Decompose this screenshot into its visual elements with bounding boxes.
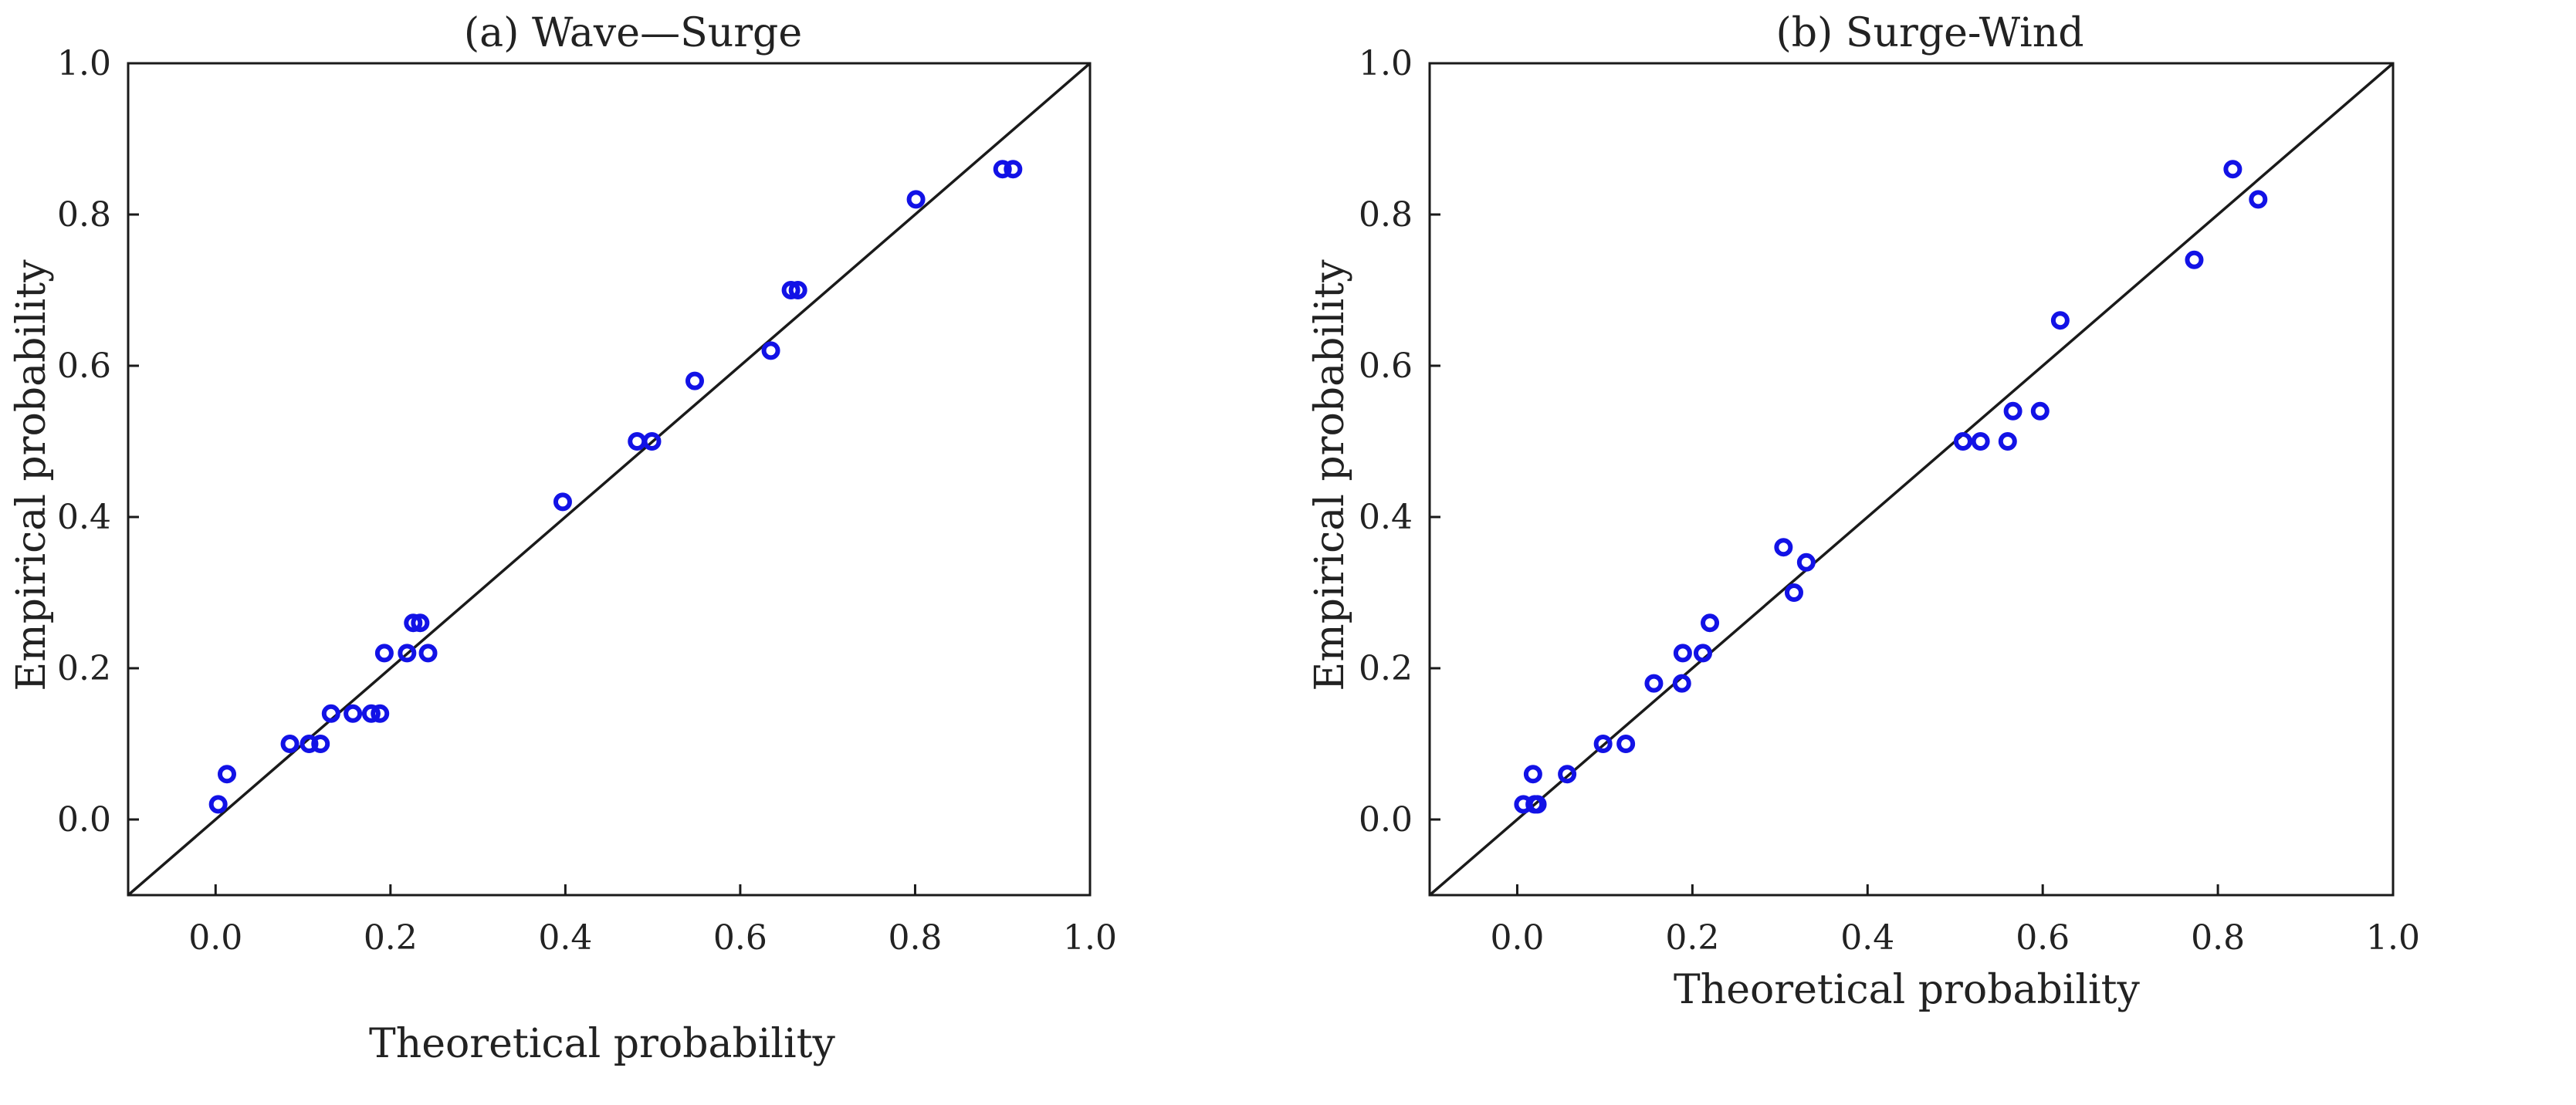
data-point [1998,432,2017,451]
data-point [2030,401,2050,421]
data-point [1528,795,1547,814]
data-point [628,432,647,451]
x-tick-label: 0.6 [713,918,767,958]
y-tick-label: 0.4 [1359,498,1413,537]
y-tick-label: 0.8 [1359,195,1413,235]
reference-line [127,62,1092,897]
y-tick-label: 1.0 [1359,44,1413,83]
data-point [374,644,394,663]
data-point [761,341,780,360]
data-point [1796,552,1816,572]
data-point [1523,765,1542,784]
data-point [1774,538,1793,557]
data-point [1672,674,1691,693]
data-point [280,735,300,753]
data-point [321,704,340,723]
x-axis-label: Theoretical probability [1674,967,2141,1013]
x-tick-label: 0.0 [1490,918,1544,958]
data-point [1784,583,1803,602]
chart-panel-surge-wind: (b) Surge-Wind Theoretical probability E… [1307,10,2420,1013]
data-point [993,160,1012,179]
data-point [411,613,430,633]
reference-line [1428,62,2395,897]
y-tick-label: 0.6 [57,346,111,386]
data-point [553,492,572,512]
x-tick-label: 0.2 [1665,918,1719,958]
x-tick-label: 1.0 [2366,918,2420,958]
data-point [311,735,330,753]
y-axis-label: Empirical probability [8,259,55,691]
y-tick-label: 0.4 [57,498,111,537]
data-point [906,190,926,209]
data-point [781,281,801,299]
chart-panel-wave-surge: (a) Wave—Surge Theoretical probability E… [8,10,1117,1067]
x-tick-label: 0.2 [364,918,418,958]
y-tick-label: 0.6 [1359,346,1413,386]
plot-frame [127,62,1092,897]
data-point [642,432,662,451]
data-point [1701,613,1720,633]
data-point [217,765,236,784]
data-point [685,371,705,390]
data-point [361,704,381,723]
data-point [1593,735,1613,753]
data-point [371,704,390,723]
data-point [1616,735,1636,753]
x-tick-label: 0.4 [1840,918,1894,958]
y-axis-label: Empirical probability [1307,259,1353,691]
data-point [300,735,319,753]
data-point [2050,311,2070,330]
chart-title: (a) Wave—Surge [464,10,802,56]
data-point [1971,432,1990,451]
data-point [1953,432,1972,451]
data-point [2223,160,2243,179]
x-tick-label: 0.8 [888,918,942,958]
data-point [2003,401,2023,421]
y-tick-label: 0.8 [57,195,111,235]
x-tick-label: 0.8 [2191,918,2245,958]
data-point [1004,160,1023,179]
data-point [344,704,363,723]
data-point [2185,250,2204,269]
data-point [788,281,807,299]
y-tick-label: 0.2 [57,649,111,688]
x-tick-label: 0.4 [538,918,592,958]
x-axis-label: Theoretical probability [369,1021,836,1067]
data-point [1673,644,1692,663]
data-point [404,613,423,633]
x-tick-label: 1.0 [1063,918,1117,958]
data-point [398,644,417,663]
x-tick-label: 0.0 [188,918,242,958]
y-tick-label: 0.0 [1359,800,1413,840]
data-point [1644,674,1664,693]
y-tick-label: 1.0 [57,44,111,83]
plot-frame [1428,62,2395,897]
y-tick-label: 0.0 [57,800,111,840]
data-point [1558,765,1577,784]
data-point [418,644,438,663]
data-point [208,795,228,814]
y-tick-label: 0.2 [1359,649,1413,688]
x-tick-label: 0.6 [2016,918,2070,958]
data-point [1693,644,1712,663]
chart-title: (b) Surge-Wind [1775,10,2083,56]
data-point [2249,190,2268,209]
